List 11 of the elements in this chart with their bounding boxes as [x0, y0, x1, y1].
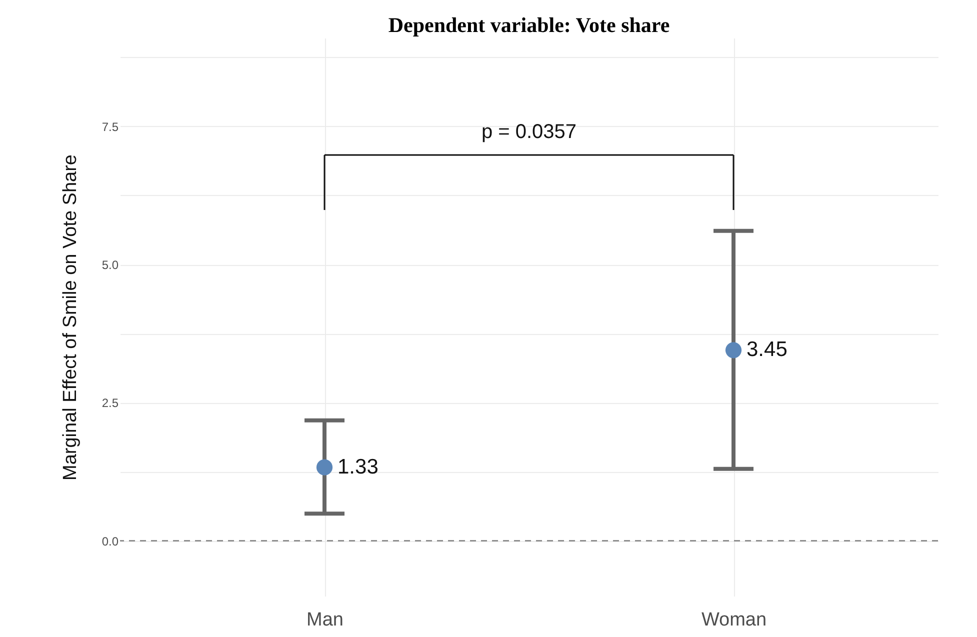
y-tick-label: 5.0 [102, 258, 119, 272]
y-tick-label: 2.5 [102, 396, 119, 410]
data-label: 3.45 [746, 338, 788, 362]
y-tick-label: 0.0 [102, 534, 119, 548]
y-axis-title: Marginal Effect of Smile on Vote Share [60, 154, 81, 480]
chart-title: Dependent variable: Vote share [388, 13, 670, 37]
data-label: 1.33 [338, 455, 378, 478]
y-tick-label: 7.5 [102, 120, 119, 134]
annotation: p = 0.0357 [481, 121, 577, 143]
x-tick-label: Woman [701, 610, 767, 630]
x-tick-label: Man [306, 610, 344, 630]
